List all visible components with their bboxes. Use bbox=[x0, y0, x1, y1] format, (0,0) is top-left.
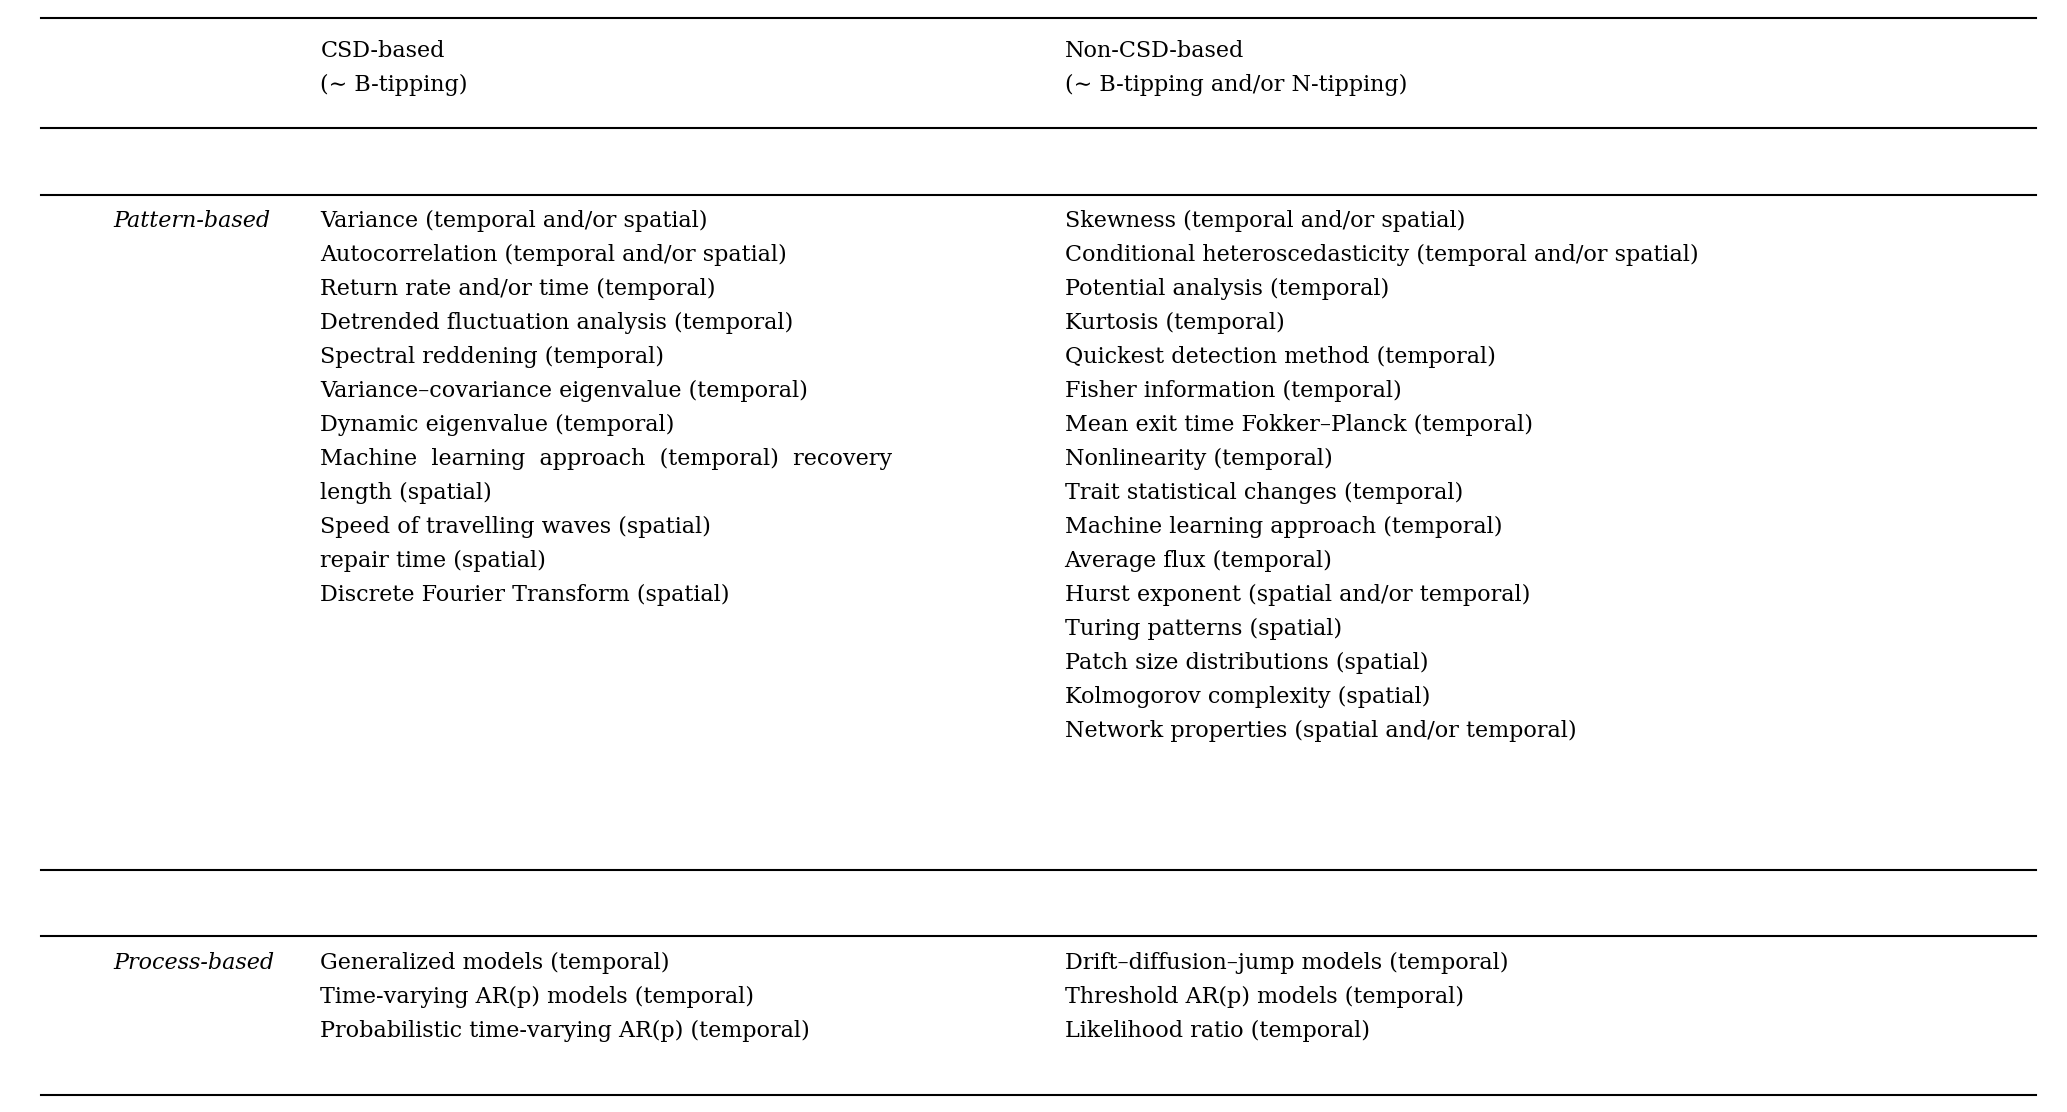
Text: Discrete Fourier Transform (spatial): Discrete Fourier Transform (spatial) bbox=[320, 584, 730, 606]
Text: Quickest detection method (temporal): Quickest detection method (temporal) bbox=[1065, 346, 1494, 368]
Text: Non-CSD-based: Non-CSD-based bbox=[1065, 40, 1244, 62]
Text: Machine learning approach (temporal): Machine learning approach (temporal) bbox=[1065, 516, 1503, 538]
Text: Autocorrelation (temporal and/or spatial): Autocorrelation (temporal and/or spatial… bbox=[320, 244, 788, 266]
Text: length (spatial): length (spatial) bbox=[320, 481, 492, 504]
Text: Variance–covariance eigenvalue (temporal): Variance–covariance eigenvalue (temporal… bbox=[320, 380, 808, 403]
Text: Kolmogorov complexity (spatial): Kolmogorov complexity (spatial) bbox=[1065, 686, 1430, 708]
Text: Trait statistical changes (temporal): Trait statistical changes (temporal) bbox=[1065, 481, 1463, 504]
Text: Machine  learning  approach  (temporal)  recovery: Machine learning approach (temporal) rec… bbox=[320, 448, 893, 470]
Text: Network properties (spatial and/or temporal): Network properties (spatial and/or tempo… bbox=[1065, 719, 1577, 742]
Text: Kurtosis (temporal): Kurtosis (temporal) bbox=[1065, 312, 1284, 334]
Text: Process-based: Process-based bbox=[114, 952, 275, 974]
Text: repair time (spatial): repair time (spatial) bbox=[320, 550, 546, 572]
Text: Threshold AR(p) models (temporal): Threshold AR(p) models (temporal) bbox=[1065, 986, 1463, 1009]
Text: Dynamic eigenvalue (temporal): Dynamic eigenvalue (temporal) bbox=[320, 414, 674, 436]
Text: Variance (temporal and/or spatial): Variance (temporal and/or spatial) bbox=[320, 210, 707, 232]
Text: Mean exit time Fokker–Planck (temporal): Mean exit time Fokker–Planck (temporal) bbox=[1065, 414, 1532, 436]
Text: (∼ B-tipping): (∼ B-tipping) bbox=[320, 75, 467, 96]
Text: Skewness (temporal and/or spatial): Skewness (temporal and/or spatial) bbox=[1065, 210, 1466, 232]
Text: Speed of travelling waves (spatial): Speed of travelling waves (spatial) bbox=[320, 516, 711, 538]
Text: Patch size distributions (spatial): Patch size distributions (spatial) bbox=[1065, 652, 1428, 674]
Text: Detrended fluctuation analysis (temporal): Detrended fluctuation analysis (temporal… bbox=[320, 312, 794, 334]
Text: Generalized models (temporal): Generalized models (temporal) bbox=[320, 952, 670, 974]
Text: Likelihood ratio (temporal): Likelihood ratio (temporal) bbox=[1065, 1020, 1370, 1042]
Text: Spectral reddening (temporal): Spectral reddening (temporal) bbox=[320, 346, 664, 368]
Text: CSD-based: CSD-based bbox=[320, 40, 444, 62]
Text: Pattern-based: Pattern-based bbox=[114, 210, 271, 232]
Text: (∼ B-tipping and/or N-tipping): (∼ B-tipping and/or N-tipping) bbox=[1065, 75, 1408, 96]
Text: Drift–diffusion–jump models (temporal): Drift–diffusion–jump models (temporal) bbox=[1065, 952, 1509, 974]
Text: Fisher information (temporal): Fisher information (temporal) bbox=[1065, 380, 1401, 403]
Text: Turing patterns (spatial): Turing patterns (spatial) bbox=[1065, 618, 1341, 641]
Text: Probabilistic time-varying AR(p) (temporal): Probabilistic time-varying AR(p) (tempor… bbox=[320, 1020, 810, 1042]
Text: Return rate and/or time (temporal): Return rate and/or time (temporal) bbox=[320, 278, 715, 300]
Text: Conditional heteroscedasticity (temporal and/or spatial): Conditional heteroscedasticity (temporal… bbox=[1065, 244, 1699, 266]
Text: Average flux (temporal): Average flux (temporal) bbox=[1065, 550, 1333, 572]
Text: Nonlinearity (temporal): Nonlinearity (temporal) bbox=[1065, 448, 1333, 470]
Text: Hurst exponent (spatial and/or temporal): Hurst exponent (spatial and/or temporal) bbox=[1065, 584, 1530, 606]
Text: Potential analysis (temporal): Potential analysis (temporal) bbox=[1065, 278, 1389, 300]
Text: Time-varying AR(p) models (temporal): Time-varying AR(p) models (temporal) bbox=[320, 986, 754, 1009]
